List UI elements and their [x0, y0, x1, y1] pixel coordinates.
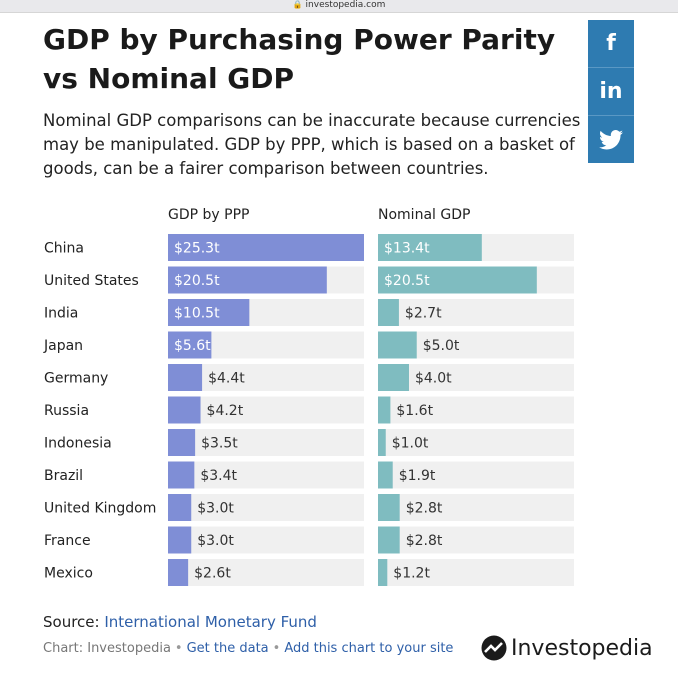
- ppp-value-label: $3.4t: [200, 468, 237, 484]
- bar-track: [378, 364, 574, 391]
- page-title: GDP by Purchasing Power Parity vs Nomina…: [43, 23, 556, 95]
- ppp-column-header: GDP by PPP: [168, 207, 250, 223]
- footer-separator: •: [174, 641, 183, 656]
- ppp-value-label: $4.4t: [208, 371, 245, 387]
- nominal-bar: [378, 234, 482, 261]
- ppp-bar: [168, 494, 192, 521]
- ppp-bar: [168, 266, 327, 294]
- nominal-value-label: $1.2t: [393, 566, 430, 582]
- category-label: United States: [44, 273, 139, 289]
- category-label: Brazil: [44, 468, 83, 484]
- category-label: Russia: [44, 403, 89, 419]
- ppp-value-label: $3.5t: [201, 436, 238, 452]
- category-label: China: [44, 241, 84, 257]
- chart-credit: Chart: Investopedia: [43, 641, 171, 656]
- ppp-value-label: $10.5t: [174, 306, 220, 322]
- facebook-share-button[interactable]: f: [588, 20, 634, 67]
- nominal-bar: [378, 266, 537, 294]
- ppp-value-label: $4.2t: [207, 403, 244, 419]
- url-text: investopedia.com: [305, 0, 386, 10]
- nominal-value-label: $5.0t: [423, 338, 460, 354]
- bar-track: [378, 559, 574, 586]
- category-label: France: [44, 533, 91, 549]
- gdp-bar-chart: China $25.3t $13.4t United States $20.5t $20.…: [43, 234, 574, 586]
- ppp-bar: [168, 526, 192, 554]
- share-bar: f in: [588, 20, 634, 163]
- bar-track: [168, 396, 364, 424]
- nominal-value-label: $2.7t: [405, 306, 442, 322]
- ppp-value-label: $25.3t: [174, 241, 220, 257]
- ppp-bar: [168, 364, 203, 391]
- ppp-bar: [168, 331, 212, 359]
- nominal-value-label: $1.9t: [399, 468, 436, 484]
- linkedin-icon: in: [599, 79, 623, 104]
- bar-track: [168, 526, 364, 554]
- browser-url-bar[interactable]: 🔒 investopedia.com: [0, 0, 678, 13]
- source-prefix: Source:: [43, 613, 100, 631]
- facebook-icon: f: [606, 31, 616, 56]
- add-chart-link[interactable]: Add this chart to your site: [284, 641, 454, 656]
- nominal-bar: [378, 559, 388, 586]
- bar-track: [378, 299, 574, 326]
- logo-text: Investopedia: [511, 635, 653, 661]
- investopedia-logo-icon: [481, 635, 507, 661]
- nominal-bar: [378, 299, 399, 326]
- nominal-value-label: $2.8t: [406, 501, 443, 517]
- nominal-column-header: Nominal GDP: [378, 207, 471, 223]
- twitter-bird-icon: [599, 130, 623, 150]
- ppp-value-label: $3.0t: [197, 501, 234, 517]
- bar-track: [378, 429, 574, 456]
- ppp-value-label: $2.6t: [194, 566, 231, 582]
- ppp-bar: [168, 429, 196, 456]
- ppp-bar: [168, 396, 201, 424]
- category-label: India: [44, 306, 78, 322]
- ppp-bar: [168, 234, 364, 261]
- twitter-share-button[interactable]: [588, 115, 634, 163]
- bar-track: [168, 429, 364, 456]
- nominal-bar: [378, 526, 400, 554]
- nominal-value-label: $1.6t: [396, 403, 433, 419]
- ppp-bar: [168, 461, 195, 489]
- nominal-value-label: $13.4t: [384, 241, 430, 257]
- nominal-bar: [378, 364, 409, 391]
- nominal-value-label: $20.5t: [384, 273, 430, 289]
- bar-track: [168, 461, 364, 489]
- category-label: Germany: [44, 371, 108, 387]
- lock-icon: 🔒: [292, 0, 303, 9]
- page-subtitle: Nominal GDP comparisons can be inaccurat…: [43, 111, 581, 178]
- bar-track: [378, 396, 574, 424]
- ppp-value-label: $3.0t: [197, 533, 234, 549]
- ppp-value-label: $5.6t: [174, 338, 211, 354]
- nominal-bar: [378, 461, 393, 489]
- bar-track: [378, 526, 574, 554]
- nominal-value-label: $2.8t: [406, 533, 443, 549]
- nominal-value-label: $4.0t: [415, 371, 452, 387]
- source-line: Source: International Monetary Fund: [43, 613, 317, 631]
- ppp-value-label: $20.5t: [174, 273, 220, 289]
- chart-footer: Chart: Investopedia • Get the data • Add thi…: [43, 641, 453, 656]
- get-data-link[interactable]: Get the data: [186, 641, 269, 656]
- nominal-bar: [378, 429, 386, 456]
- bar-track: [378, 494, 574, 521]
- nominal-bar: [378, 331, 417, 359]
- category-label: Indonesia: [44, 436, 112, 452]
- nominal-value-label: $1.0t: [392, 436, 429, 452]
- linkedin-share-button[interactable]: in: [588, 67, 634, 115]
- source-link[interactable]: International Monetary Fund: [104, 613, 317, 631]
- ppp-bar: [168, 559, 189, 586]
- bar-track: [378, 461, 574, 489]
- investopedia-logo[interactable]: Investopedia: [481, 633, 653, 663]
- nominal-bar: [378, 396, 391, 424]
- footer-separator: •: [272, 641, 281, 656]
- category-label: Mexico: [44, 566, 93, 582]
- nominal-bar: [378, 494, 400, 521]
- category-label: United Kingdom: [44, 501, 156, 517]
- category-label: Japan: [43, 338, 83, 354]
- bar-track: [168, 559, 364, 586]
- bar-track: [168, 494, 364, 521]
- ppp-bar: [168, 299, 250, 326]
